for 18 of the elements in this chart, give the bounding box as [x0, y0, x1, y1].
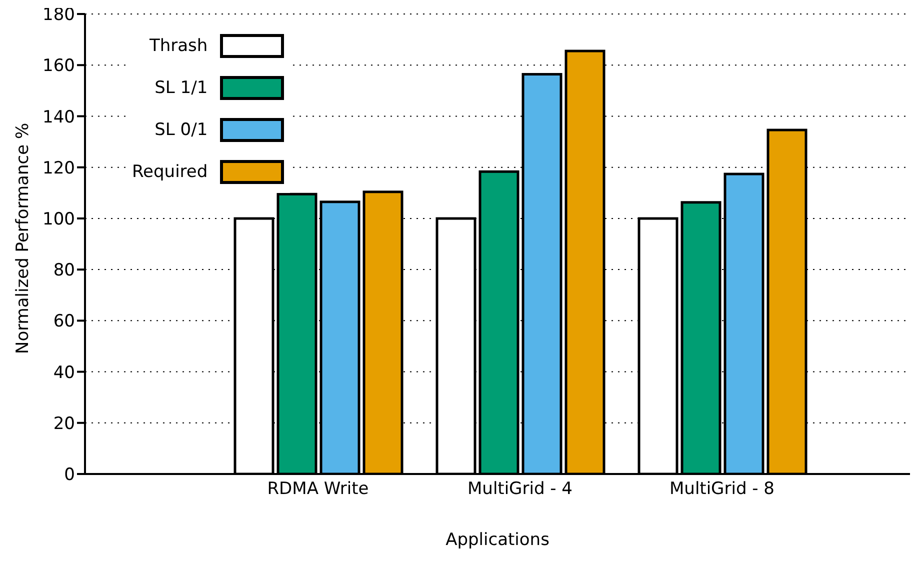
- x-axis-title: Applications: [446, 530, 550, 550]
- y-tick-label: 20: [53, 414, 75, 434]
- legend-label: Thrash: [149, 36, 208, 56]
- y-tick-label: 140: [42, 107, 75, 128]
- y-tick-label: 0: [64, 465, 75, 486]
- y-tick-label: 100: [42, 209, 75, 230]
- x-tick-label: MultiGrid - 8: [670, 479, 774, 500]
- legend-label: Required: [132, 162, 208, 182]
- y-tick-label: 40: [53, 362, 75, 383]
- legend-label: SL 0/1: [154, 120, 208, 140]
- y-tick-label: 160: [42, 56, 75, 76]
- y-tick-label: 80: [53, 260, 75, 281]
- y-tick-label: 120: [42, 158, 75, 178]
- legend-label: SL 1/1: [154, 78, 208, 98]
- y-axis-title: Normalized Performance %: [13, 122, 34, 354]
- x-tick-label: RDMA Write: [267, 479, 369, 500]
- y-tick-label: 60: [53, 312, 75, 332]
- x-tick-label: MultiGrid - 4: [468, 479, 572, 500]
